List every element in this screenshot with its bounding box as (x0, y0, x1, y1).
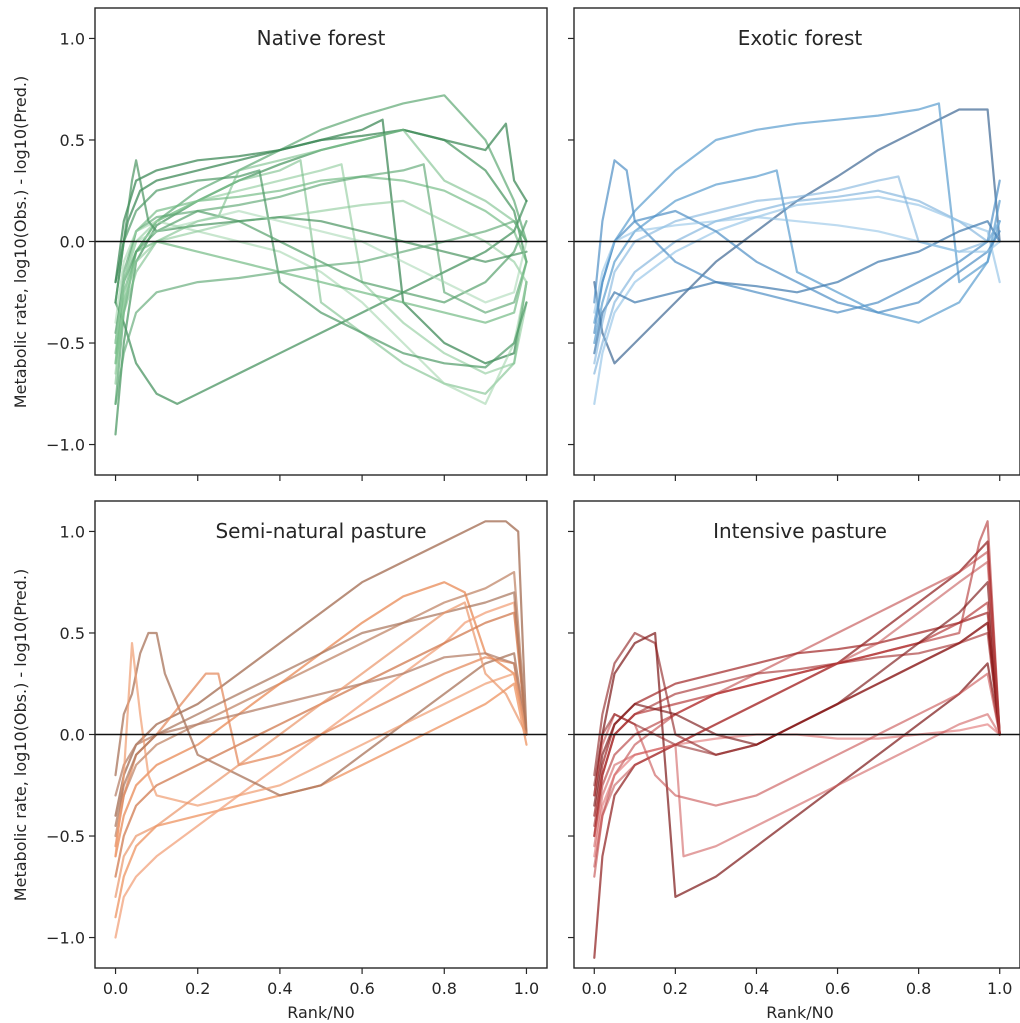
series-line-7 (114, 611, 528, 878)
series-line-11 (114, 591, 528, 828)
series-line-11 (114, 240, 528, 355)
series-line-12 (593, 631, 1001, 828)
x-tick-label: 0.0 (582, 979, 607, 998)
series-line-8 (593, 520, 1001, 838)
panel-native-forest: −1.0 −0.5 0.0 0.5 1.0 Native forest (46, 7, 548, 481)
series-group (593, 102, 1001, 405)
y-axis-label-bottom: Metabolic rate, log10(Obs.) - log10(Pred… (11, 569, 30, 901)
x-tick-label: 0.2 (185, 979, 210, 998)
series-line-3 (593, 631, 1001, 899)
y-axis-label-top: Metabolic rate, log10(Obs.) - log10(Pred… (11, 76, 30, 408)
series-line-8 (114, 656, 528, 848)
x-tick-label: 0.6 (825, 979, 850, 998)
series-line-9 (114, 652, 528, 797)
panel-title-intensive-pasture: Intensive pasture (713, 519, 887, 543)
y-tick-label: −0.5 (46, 334, 85, 353)
series-group (114, 94, 528, 436)
x-tick-label: 0.4 (267, 979, 292, 998)
series-line-15 (114, 159, 528, 304)
panel-semi-natural-pasture: −1.0 −0.5 0.0 0.5 1.0 0.0 0.2 0.4 0.6 0.8 1.0 Semi-… (46, 500, 548, 998)
series-line-12 (114, 122, 528, 284)
y-tick-label: 0.0 (60, 726, 85, 745)
series-line-18 (114, 209, 528, 345)
series-line-14 (593, 560, 1001, 868)
series-line-5 (114, 163, 528, 375)
series-line-10 (114, 169, 528, 369)
panel-title-exotic-forest: Exotic forest (738, 26, 863, 50)
series-line-7 (593, 621, 1001, 777)
y-tick-label: −1.0 (46, 436, 85, 455)
series-line-7 (593, 220, 1001, 355)
series-line-5 (593, 195, 1001, 405)
series-line-10 (593, 216, 1001, 314)
series-line-1 (593, 108, 1001, 365)
series-line-3 (114, 570, 528, 838)
y-tick-label: −1.0 (46, 929, 85, 948)
panel-exotic-forest: Exotic forest (568, 7, 1020, 481)
y-tick-label: −0.5 (46, 827, 85, 846)
series-line-1 (114, 128, 528, 436)
y-tick-label: 0.5 (60, 624, 85, 643)
x-tick-label: 0.0 (103, 979, 128, 998)
series-line-6 (593, 723, 1001, 858)
panel-intensive-pasture: 0.0 0.2 0.4 0.6 0.8 1.0 Intensive pasture (568, 500, 1020, 998)
series-line-17 (114, 220, 528, 405)
x-axis-label-right: Rank/N0 (766, 1003, 834, 1022)
x-tick-label: 0.2 (663, 979, 688, 998)
y-tick-label: 1.0 (60, 522, 85, 541)
series-group (114, 520, 528, 939)
series-line-1 (114, 520, 528, 817)
series-line-7 (114, 159, 528, 395)
series-line-13 (114, 199, 528, 375)
series-line-12 (114, 601, 528, 899)
series-line-8 (114, 163, 528, 345)
y-tick-label: 1.0 (60, 29, 85, 48)
x-tick-label: 0.8 (906, 979, 931, 998)
series-line-9 (114, 220, 528, 405)
series-line-2 (114, 94, 528, 405)
series-line-14 (114, 209, 528, 334)
panel-title-native-forest: Native forest (257, 26, 386, 50)
y-tick-label: 0.0 (60, 233, 85, 252)
series-line-4 (593, 550, 1001, 878)
series-line-10 (114, 641, 528, 858)
x-tick-label: 1.0 (987, 979, 1012, 998)
series-line-11 (593, 713, 1001, 858)
series-line-6 (114, 631, 528, 797)
x-tick-label: 0.8 (432, 979, 457, 998)
x-tick-label: 0.6 (349, 979, 374, 998)
panel-title-semi-natural-pasture: Semi-natural pasture (215, 519, 426, 543)
series-line-6 (593, 169, 1001, 345)
x-axis-label-left: Rank/N0 (287, 1003, 355, 1022)
y-tick-label: 0.5 (60, 131, 85, 150)
series-line-16 (114, 128, 528, 365)
series-line-4 (593, 159, 1001, 314)
series-line-3 (114, 175, 528, 365)
series-line-2 (593, 102, 1001, 324)
series-group (593, 520, 1001, 959)
series-line-9 (593, 209, 1001, 334)
x-tick-label: 1.0 (514, 979, 539, 998)
x-tick-label: 0.4 (744, 979, 769, 998)
